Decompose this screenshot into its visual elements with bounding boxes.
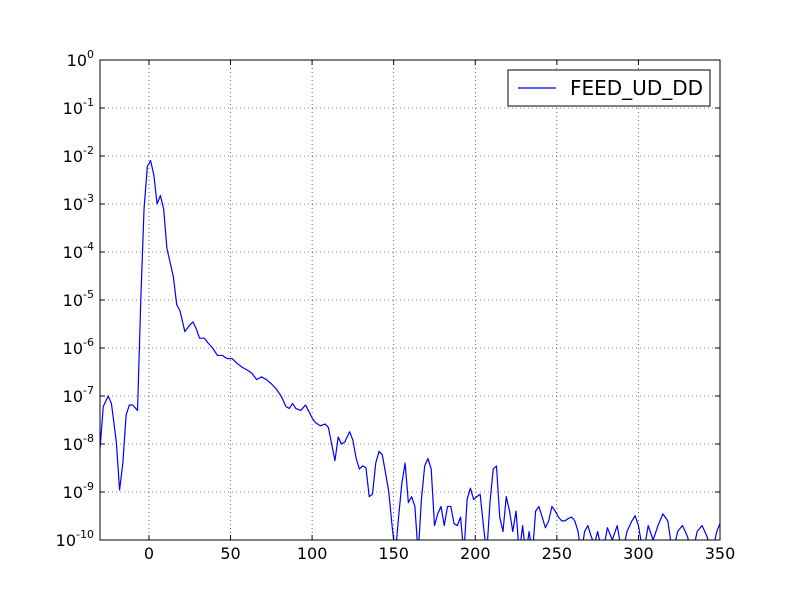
y-tick-label: 10-10: [56, 528, 94, 550]
x-tick-label: 0: [144, 544, 154, 563]
y-tick-label-exponent: -4: [83, 240, 94, 253]
y-tick-label: 10-5: [63, 288, 94, 310]
grid-lines: [100, 60, 720, 540]
y-tick-label-base: 10: [67, 51, 87, 70]
y-tick-label: 10-6: [63, 336, 94, 358]
y-tick-label-exponent: -6: [83, 336, 94, 349]
y-tick-label: 10-2: [63, 144, 94, 166]
y-tick-label-exponent: -2: [83, 144, 94, 157]
x-tick-label: 300: [623, 544, 654, 563]
x-axis-tick-labels: 0 50 100 150 200 250 300 350: [144, 544, 735, 563]
y-tick-label-exponent: -5: [83, 288, 94, 301]
x-tick-label: 350: [705, 544, 736, 563]
x-tick-label: 250: [542, 544, 573, 563]
series-line-feed-ud-dd: [100, 160, 720, 540]
legend-label-feed-ud-dd: FEED_UD_DD: [570, 76, 703, 100]
y-tick-label-exponent: -7: [83, 384, 94, 397]
y-tick-label-base: 10: [56, 531, 76, 550]
y-tick-label-base: 10: [63, 339, 83, 358]
y-tick-label-base: 10: [63, 195, 83, 214]
y-tick-label-exponent: -8: [83, 432, 94, 445]
legend: FEED_UD_DD: [507, 69, 711, 107]
y-tick-label-base: 10: [63, 243, 83, 262]
y-tick-label-exponent: 0: [87, 48, 94, 61]
y-tick-label: 10-4: [63, 240, 94, 262]
y-tick-label: 10-9: [63, 480, 94, 502]
tick-marks: [100, 59, 721, 541]
y-tick-label: 100: [67, 48, 94, 70]
y-tick-label-base: 10: [63, 99, 83, 118]
y-tick-label: 10-3: [63, 192, 94, 214]
y-tick-label-base: 10: [63, 483, 83, 502]
x-tick-label: 50: [220, 544, 240, 563]
y-tick-label-base: 10: [63, 147, 83, 166]
y-tick-label-base: 10: [63, 291, 83, 310]
y-tick-label-exponent: -10: [76, 528, 94, 541]
y-axis-tick-labels: 10-1010-910-810-710-610-510-410-310-210-…: [56, 48, 94, 550]
series-layer: [100, 160, 720, 540]
y-tick-label: 10-8: [63, 432, 94, 454]
y-tick-label-exponent: -3: [83, 192, 94, 205]
y-tick-label-exponent: -9: [83, 480, 94, 493]
y-tick-label: 10-1: [63, 96, 94, 118]
y-tick-label: 10-7: [63, 384, 94, 406]
x-tick-label: 200: [460, 544, 491, 563]
x-tick-label: 100: [297, 544, 328, 563]
y-tick-label-base: 10: [63, 435, 83, 454]
y-tick-label-base: 10: [63, 387, 83, 406]
x-tick-label: 150: [378, 544, 409, 563]
y-tick-label-exponent: -1: [83, 96, 94, 109]
